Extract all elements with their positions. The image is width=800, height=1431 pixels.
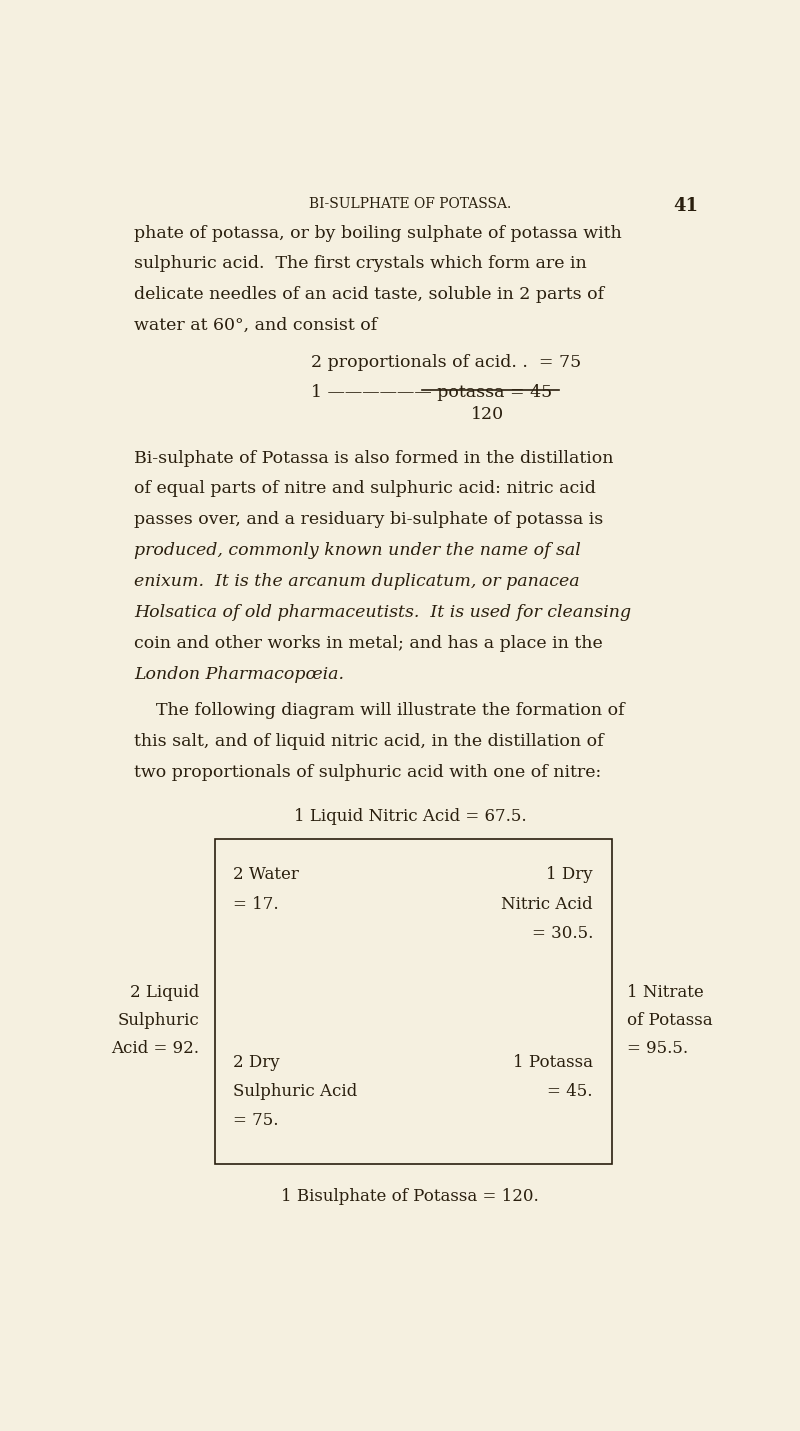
Text: 1 Dry: 1 Dry xyxy=(546,866,593,883)
Text: London Pharmacopœia.: London Pharmacopœia. xyxy=(134,665,344,683)
Text: Acid = 92.: Acid = 92. xyxy=(111,1040,199,1058)
Text: Sulphuric: Sulphuric xyxy=(118,1012,199,1029)
Text: sulphuric acid.  The first crystals which form are in: sulphuric acid. The first crystals which… xyxy=(134,256,587,272)
Text: = 30.5.: = 30.5. xyxy=(531,924,593,942)
Text: = 95.5.: = 95.5. xyxy=(627,1040,688,1058)
Text: passes over, and a residuary bi-sulphate of potassa is: passes over, and a residuary bi-sulphate… xyxy=(134,511,603,528)
Text: 2 Dry: 2 Dry xyxy=(234,1053,280,1070)
Text: produced, commonly known under the name of sal: produced, commonly known under the name … xyxy=(134,542,581,560)
Text: 1 Bisulphate of Potassa = 120.: 1 Bisulphate of Potassa = 120. xyxy=(281,1188,539,1205)
Text: of equal parts of nitre and sulphuric acid: nitric acid: of equal parts of nitre and sulphuric ac… xyxy=(134,481,596,498)
Text: Sulphuric Acid: Sulphuric Acid xyxy=(234,1083,358,1100)
Text: this salt, and of liquid nitric acid, in the distillation of: this salt, and of liquid nitric acid, in… xyxy=(134,733,604,750)
Text: two proportionals of sulphuric acid with one of nitre:: two proportionals of sulphuric acid with… xyxy=(134,764,602,781)
Text: = 17.: = 17. xyxy=(234,896,279,913)
Text: delicate needles of an acid taste, soluble in 2 parts of: delicate needles of an acid taste, solub… xyxy=(134,286,604,303)
Text: water at 60°, and consist of: water at 60°, and consist of xyxy=(134,318,378,335)
Text: BI-SULPHATE OF POTASSA.: BI-SULPHATE OF POTASSA. xyxy=(309,197,511,210)
Text: 1 Liquid Nitric Acid = 67.5.: 1 Liquid Nitric Acid = 67.5. xyxy=(294,807,526,824)
Text: Bi-sulphate of Potassa is also formed in the distillation: Bi-sulphate of Potassa is also formed in… xyxy=(134,449,614,467)
Text: = 45.: = 45. xyxy=(547,1083,593,1100)
Text: Holsatica of old pharmaceutists.  It is used for cleansing: Holsatica of old pharmaceutists. It is u… xyxy=(134,604,631,621)
Text: phate of potassa, or by boiling sulphate of potassa with: phate of potassa, or by boiling sulphate… xyxy=(134,225,622,242)
Bar xyxy=(214,839,611,1163)
Text: 2 Liquid: 2 Liquid xyxy=(130,985,199,1002)
Text: 2 proportionals of acid. .  = 75: 2 proportionals of acid. . = 75 xyxy=(310,353,581,371)
Text: Nitric Acid: Nitric Acid xyxy=(502,896,593,913)
Text: of Potassa: of Potassa xyxy=(627,1012,713,1029)
Text: 1 Potassa: 1 Potassa xyxy=(513,1053,593,1070)
Text: = 75.: = 75. xyxy=(234,1112,279,1129)
Text: The following diagram will illustrate the formation of: The following diagram will illustrate th… xyxy=(134,703,625,718)
Text: 120: 120 xyxy=(471,406,504,424)
Text: 41: 41 xyxy=(674,197,698,215)
Text: enixum.  It is the arcanum duplicatum, or panacea: enixum. It is the arcanum duplicatum, or… xyxy=(134,572,580,590)
Text: coin and other works in metal; and has a place in the: coin and other works in metal; and has a… xyxy=(134,635,603,651)
Text: 1 —————— potassa = 45: 1 —————— potassa = 45 xyxy=(310,385,552,401)
Text: 2 Water: 2 Water xyxy=(234,866,299,883)
Text: 1 Nitrate: 1 Nitrate xyxy=(627,985,704,1002)
